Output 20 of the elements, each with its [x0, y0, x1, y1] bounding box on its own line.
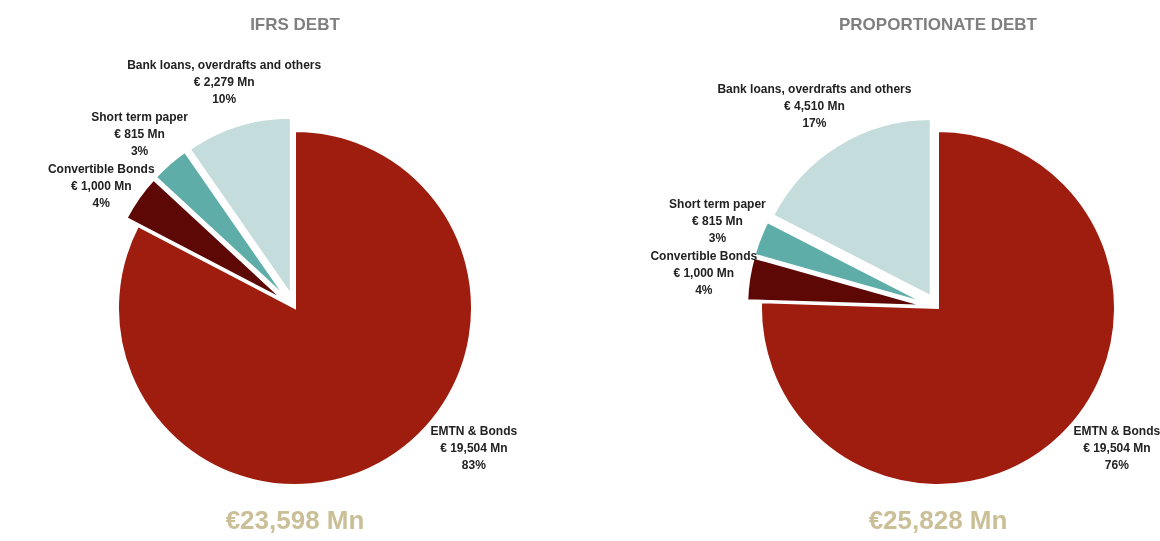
slice-label: Short term paper — [91, 109, 189, 124]
text: €25,828 Mn — [868, 505, 1008, 535]
data-label: € 1,000 Mn 4% — [70, 178, 132, 210]
slice-label: EMTN & Bonds — [430, 423, 518, 438]
data-label: € 2,279 Mn 10% — [193, 74, 255, 106]
data-label: € 19,504 Mn 83% — [440, 440, 508, 472]
chart-title: IFRS DEBT — [250, 15, 341, 34]
slice-label: Convertible Bonds — [650, 249, 758, 264]
slice-label: EMTN & Bonds — [1073, 423, 1160, 438]
slice-label: Bank loans, overdrafts and others — [127, 57, 322, 72]
data-label: € 815 Mn 3% — [114, 126, 165, 158]
slice-label: Short term paper — [669, 197, 767, 212]
chart-title: PROPORTIONATE DEBT — [838, 15, 1038, 34]
slice-label: Convertible Bonds — [47, 161, 155, 176]
data-label: € 1,000 Mn 4% — [673, 266, 735, 298]
data-label: € 4,510 Mn 17% — [784, 98, 845, 130]
data-label: € 19,504 Mn 76% — [1083, 440, 1151, 472]
data-label: € 815 Mn 3% — [692, 214, 743, 246]
text: €23,598 Mn — [225, 505, 365, 535]
slice-label: Bank loans, overdrafts and others — [717, 81, 912, 96]
